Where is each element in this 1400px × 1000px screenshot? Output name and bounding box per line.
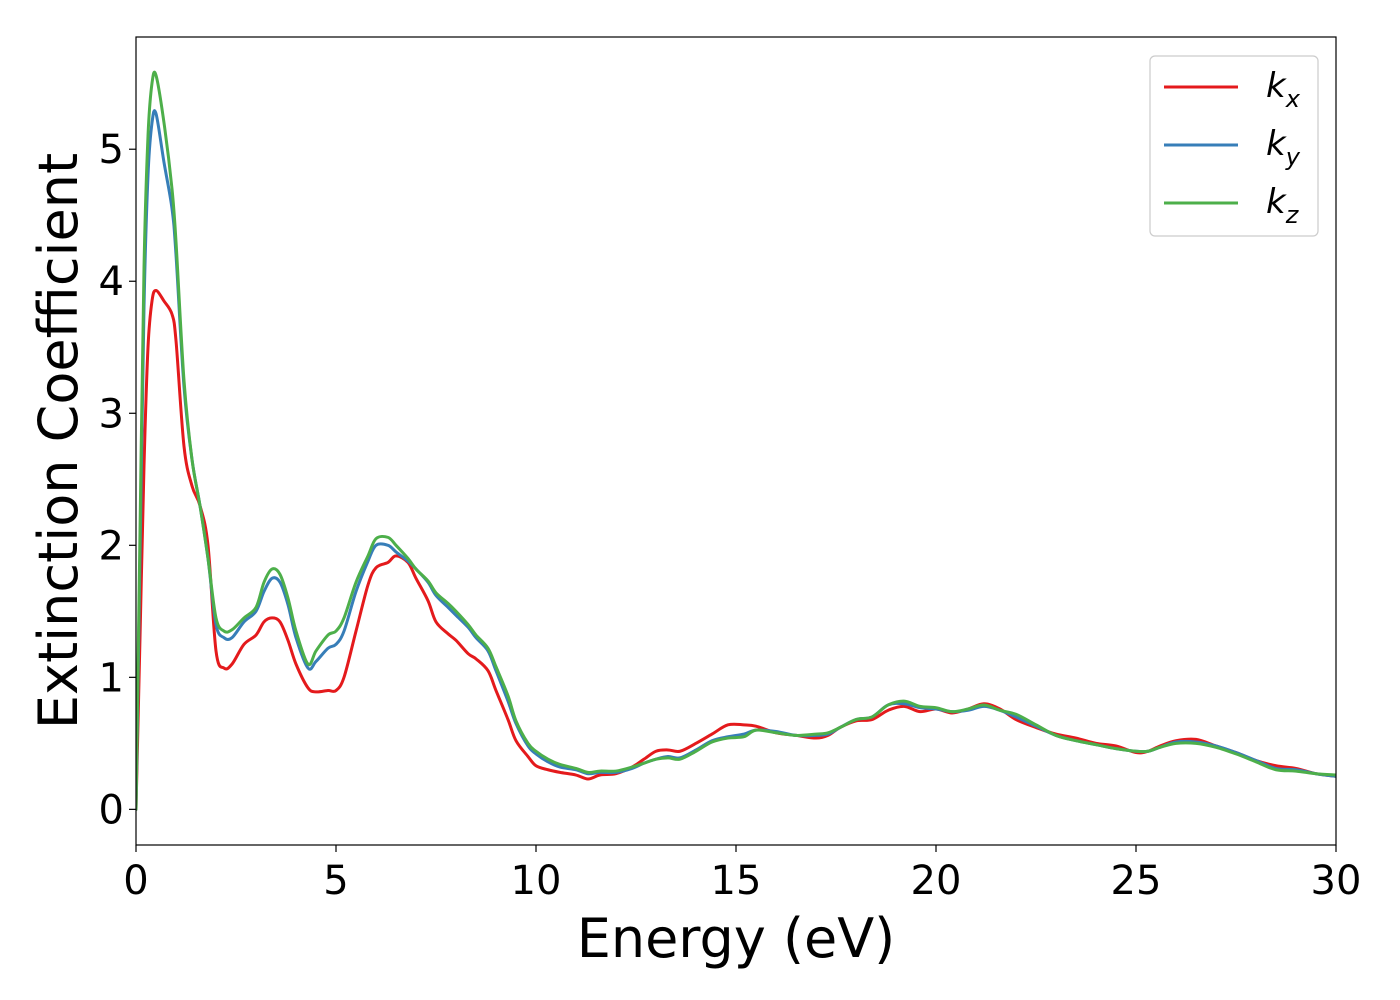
x-tick-label: 15: [711, 858, 762, 904]
legend-label-y: ky: [1266, 124, 1301, 171]
y-tick-label: 2: [99, 523, 124, 569]
x-tick-label: 10: [511, 858, 562, 904]
legend-entries: kx ky kz: [1164, 66, 1301, 229]
y-tick-label: 1: [99, 655, 124, 701]
x-axis-label: Energy (eV): [577, 907, 896, 970]
y-tick-label: 3: [99, 391, 124, 437]
x-axis-ticks: 0 5 10 15 20 25 30: [123, 845, 1361, 904]
series-line-z: [136, 70, 1336, 811]
legend-label-z: kz: [1266, 182, 1300, 229]
y-axis-label: Extinction Coefficient: [27, 153, 90, 729]
y-axis-ticks: 0 1 2 3 4 5: [99, 127, 136, 833]
series-layer: [136, 70, 1336, 811]
x-tick-label: 30: [1311, 858, 1362, 904]
legend-label-x: kx: [1266, 66, 1301, 113]
legend: kx ky kz: [1149, 55, 1319, 237]
y-tick-label: 0: [99, 787, 124, 833]
x-tick-label: 25: [1111, 858, 1162, 904]
x-tick-label: 5: [323, 858, 348, 904]
x-tick-label: 0: [123, 858, 148, 904]
y-tick-label: 5: [99, 127, 124, 173]
x-tick-label: 20: [911, 858, 962, 904]
y-tick-label: 4: [99, 259, 124, 305]
